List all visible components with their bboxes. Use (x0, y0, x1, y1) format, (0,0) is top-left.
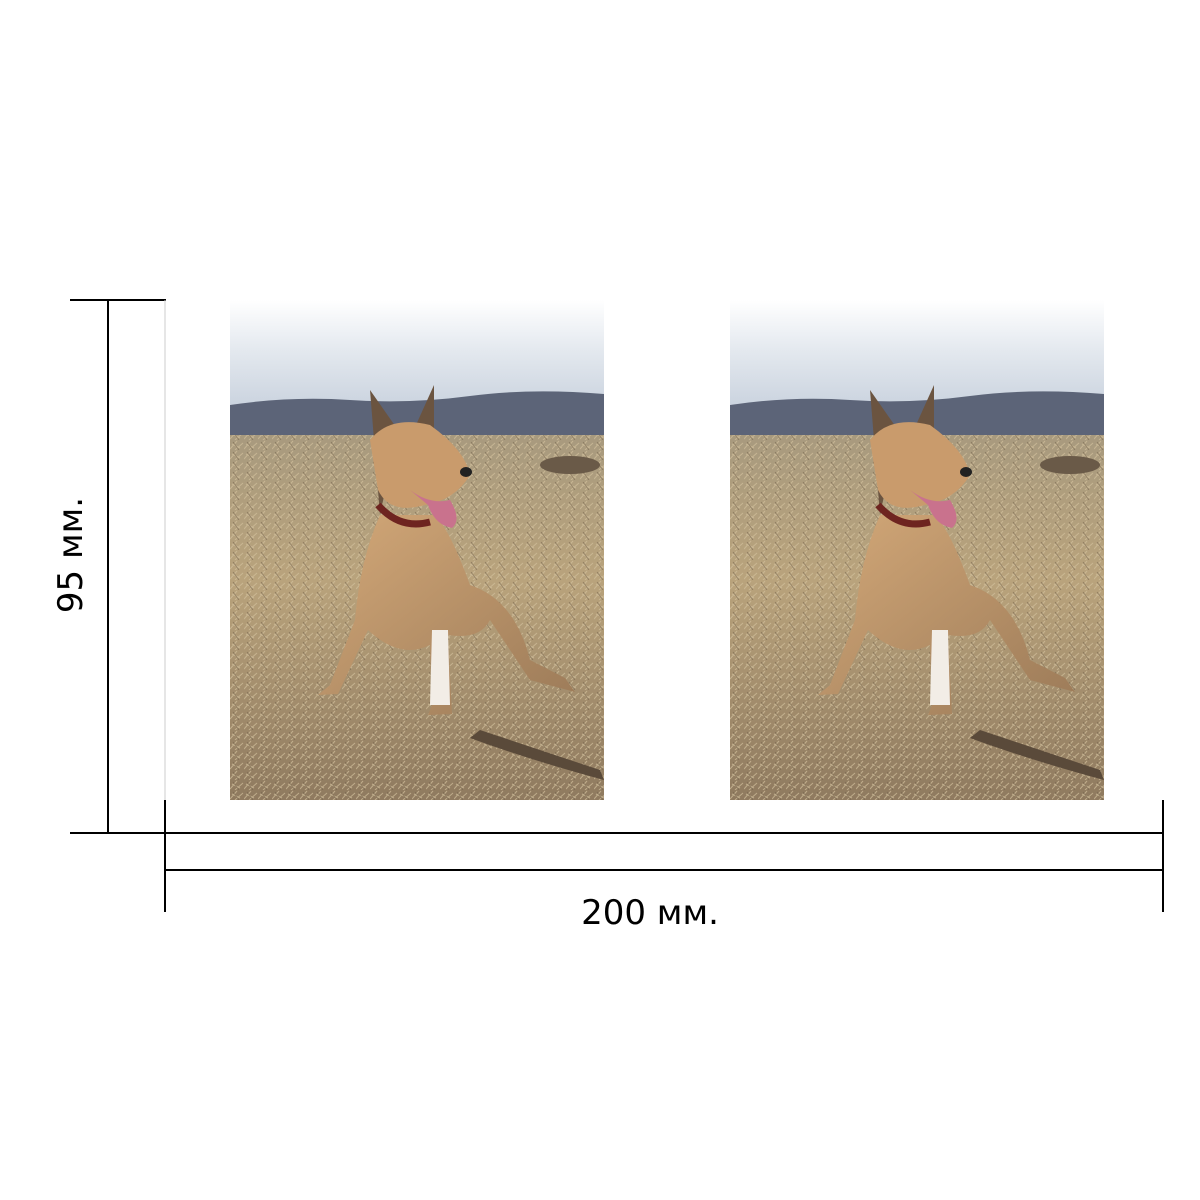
width-dimension (164, 800, 1164, 912)
photo-left (230, 300, 604, 800)
height-dimension (70, 299, 166, 834)
width-label: 200 мм. (581, 893, 719, 933)
height-label: 95 мм. (51, 497, 91, 613)
photo-right (730, 300, 1104, 800)
